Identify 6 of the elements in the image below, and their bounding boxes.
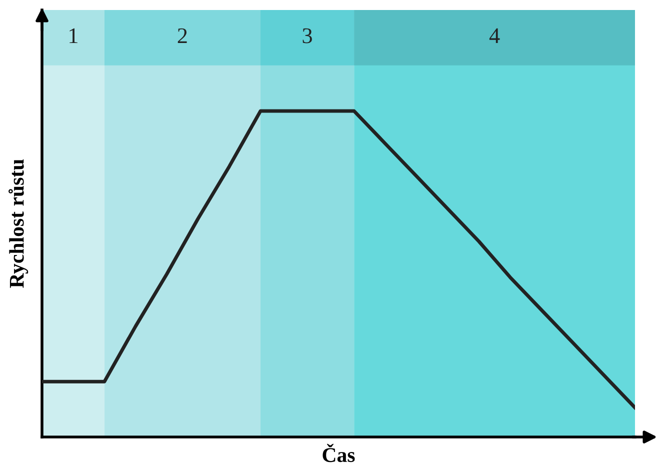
text: 1: [70, 28, 78, 44]
y-axis-title: Rychlost růstu: [8, 159, 28, 288]
text: 4: [489, 28, 500, 44]
x-axis-title: Čas: [322, 444, 355, 462]
text: 2: [178, 28, 187, 44]
text: 3: [302, 28, 312, 44]
